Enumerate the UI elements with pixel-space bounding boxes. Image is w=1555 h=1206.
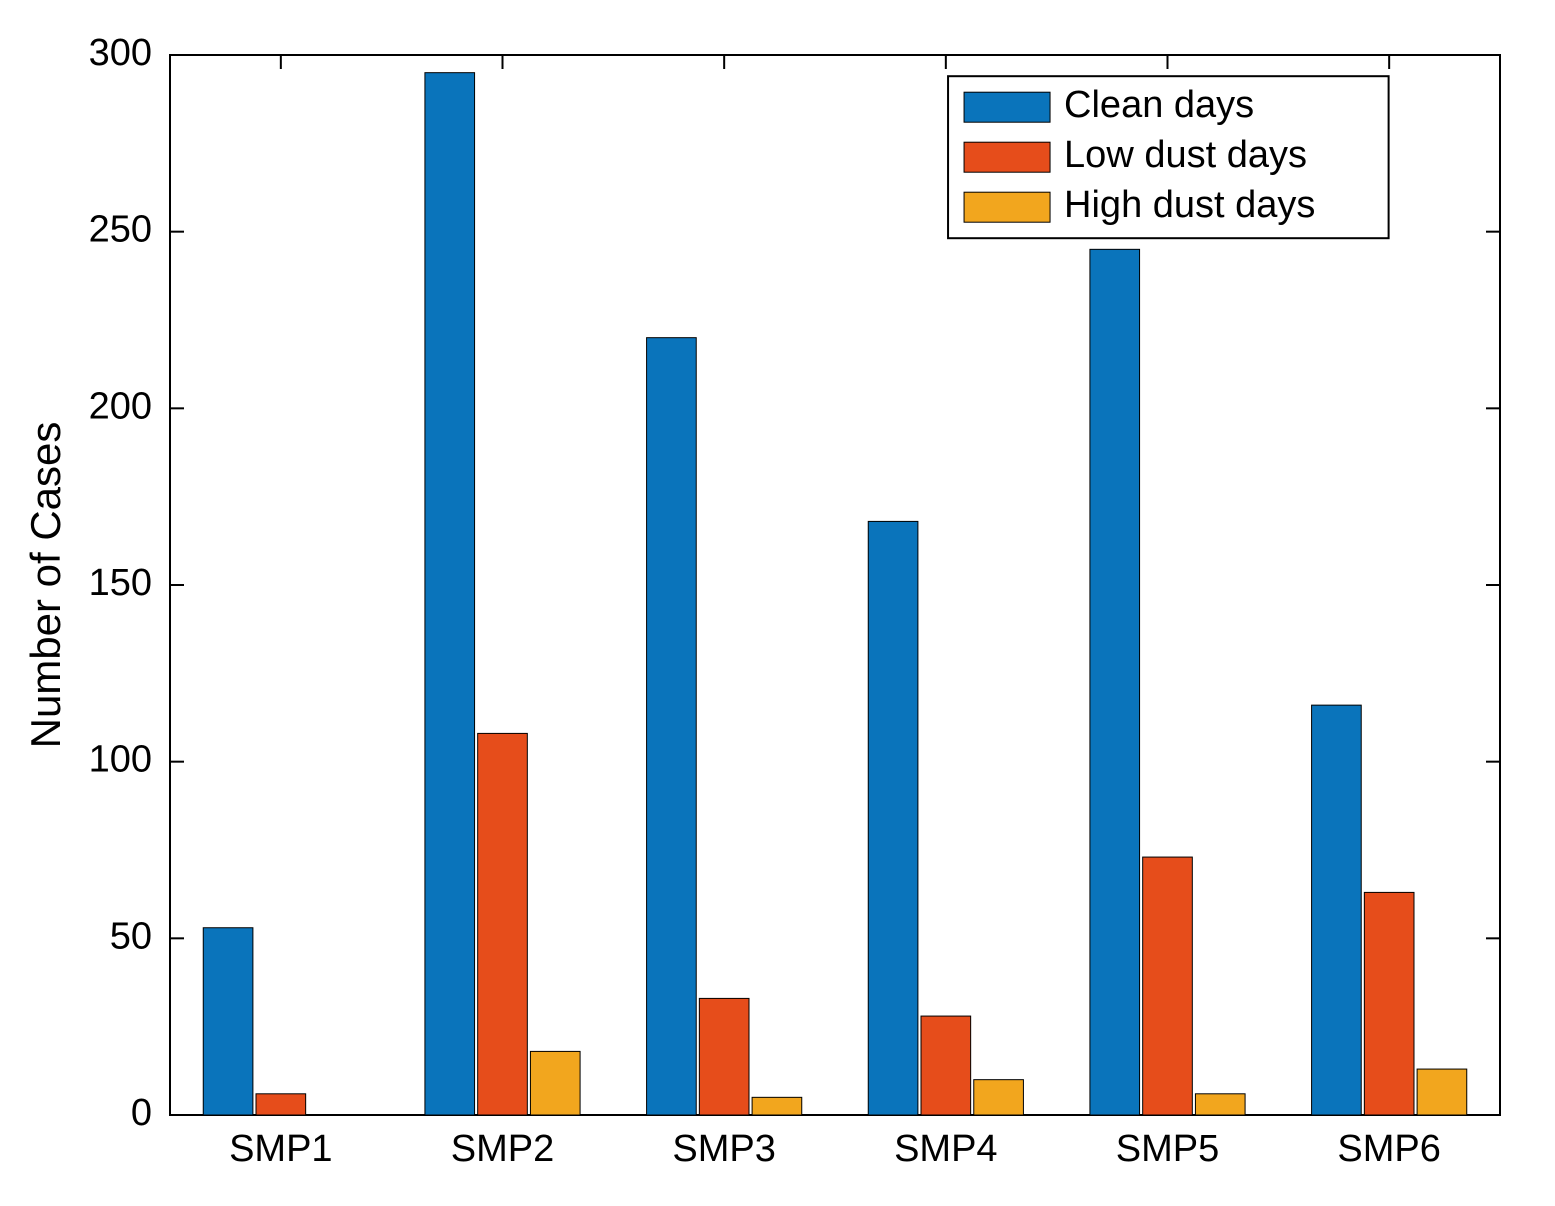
ytick-label: 300 xyxy=(89,32,152,74)
bar xyxy=(1090,249,1140,1115)
bar xyxy=(1364,892,1414,1115)
xtick-label: SMP3 xyxy=(672,1128,775,1170)
legend-swatch xyxy=(964,142,1050,172)
bar xyxy=(425,73,475,1115)
xtick-label: SMP6 xyxy=(1337,1128,1440,1170)
legend: Clean days Low dust days High dust days xyxy=(948,76,1389,238)
legend-label: High dust days xyxy=(1064,184,1315,226)
bar xyxy=(1195,1094,1245,1115)
bar xyxy=(647,338,697,1115)
bar xyxy=(1312,705,1362,1115)
legend-swatch xyxy=(964,92,1050,122)
ytick-label: 250 xyxy=(89,209,152,251)
bar xyxy=(1143,857,1193,1115)
xtick-label: SMP2 xyxy=(451,1128,554,1170)
xtick-label: SMP1 xyxy=(229,1128,332,1170)
y-axis-label: Number of Cases xyxy=(22,422,69,749)
bar xyxy=(256,1094,306,1115)
ytick-label: 100 xyxy=(89,739,152,781)
bar xyxy=(752,1097,802,1115)
ytick-label: 50 xyxy=(110,915,152,957)
bar xyxy=(203,928,253,1115)
ytick-label: 150 xyxy=(89,562,152,604)
ytick-label: 0 xyxy=(131,1092,152,1134)
legend-swatch xyxy=(964,192,1050,222)
bar xyxy=(530,1051,580,1115)
xtick-label: SMP5 xyxy=(1116,1128,1219,1170)
bar xyxy=(699,998,749,1115)
ytick-label: 200 xyxy=(89,385,152,427)
legend-label: Low dust days xyxy=(1064,134,1307,176)
bar xyxy=(974,1080,1024,1115)
bar xyxy=(478,733,528,1115)
legend-label: Clean days xyxy=(1064,84,1254,126)
bar-chart: 0 50 100 150 200 250 300 SMP1 SMP2 SMP3 SMP4 SMP5 SM… xyxy=(0,0,1555,1206)
chart-container: 0 50 100 150 200 250 300 SMP1 SMP2 SMP3 SMP4 SMP5 SM… xyxy=(0,0,1555,1206)
xtick-label: SMP4 xyxy=(894,1128,997,1170)
bar xyxy=(1417,1069,1467,1115)
bar xyxy=(921,1016,971,1115)
bar xyxy=(868,521,918,1115)
